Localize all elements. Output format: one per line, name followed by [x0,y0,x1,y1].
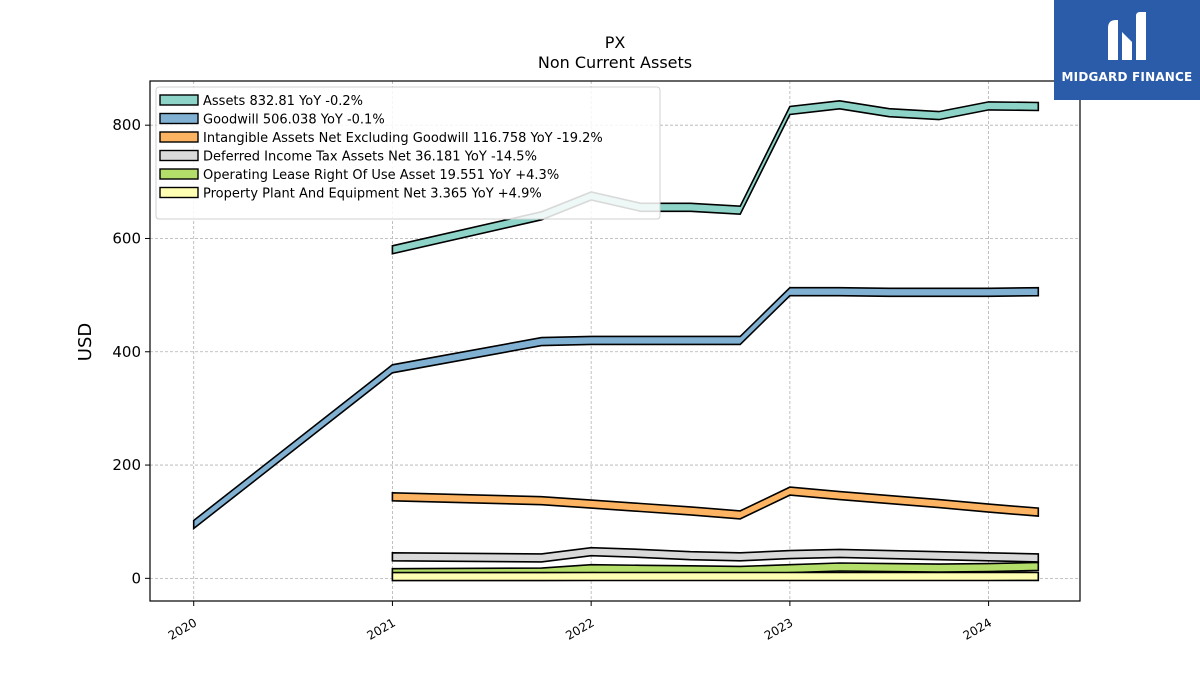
x-tick-label-3: 2023 [762,615,795,642]
x-tick-label-4: 2024 [961,615,994,642]
legend-swatch-3 [159,149,199,162]
x-tick-label-0: 2020 [166,615,199,642]
series-band-3 [391,546,1040,563]
chart-subtitle: Non Current Assets [538,53,692,72]
legend-swatch-4 [159,168,199,180]
legend: Assets 832.81 YoY -0.2% Goodwill 506.038 … [155,86,661,220]
plot-frame [149,80,1081,602]
legend-label-0: Assets 832.81 YoY -0.2% [203,94,363,109]
legend-label-3: Deferred Income Tax Assets Net 36.181 Yo… [203,150,537,165]
y-tick-label-3: 600 [112,229,141,247]
legend-swatch-2 [159,131,199,143]
y-axis: 0 200 400 600 800 [112,116,150,587]
brand-logo: MIDGARD FINANCE [1054,0,1200,100]
y-tick-label-4: 800 [112,116,141,134]
series-layer [192,99,1040,582]
legend-swatch-1 [159,112,199,125]
brand-name: MIDGARD FINANCE [1061,70,1193,84]
legend-label-4: Operating Lease Right Of Use Asset 19.55… [203,168,559,183]
midgard-logo-icon [1108,12,1146,60]
y-tick-label-0: 0 [131,569,141,587]
series-band-5 [391,571,1040,582]
legend-label-1: Goodwill 506.038 YoY -0.1% [203,113,385,128]
series-band-2 [391,486,1040,520]
legend-swatch-5 [159,186,199,199]
y-tick-label-1: 200 [112,456,141,474]
y-axis-label: USD [75,323,96,361]
legend-label-2: Intangible Assets Net Excluding Goodwill… [203,131,603,146]
x-tick-label-1: 2021 [364,615,397,642]
series-band-1 [192,286,1040,531]
x-axis: 2020 2021 2022 2023 2024 [166,601,994,643]
legend-box [155,86,661,220]
y-tick-label-2: 400 [112,343,141,361]
legend-label-5: Property Plant And Equipment Net 3.365 Y… [203,187,542,202]
chart-title: PX [605,33,626,52]
x-tick-label-2: 2022 [563,615,596,642]
legend-swatch-0 [159,94,199,106]
